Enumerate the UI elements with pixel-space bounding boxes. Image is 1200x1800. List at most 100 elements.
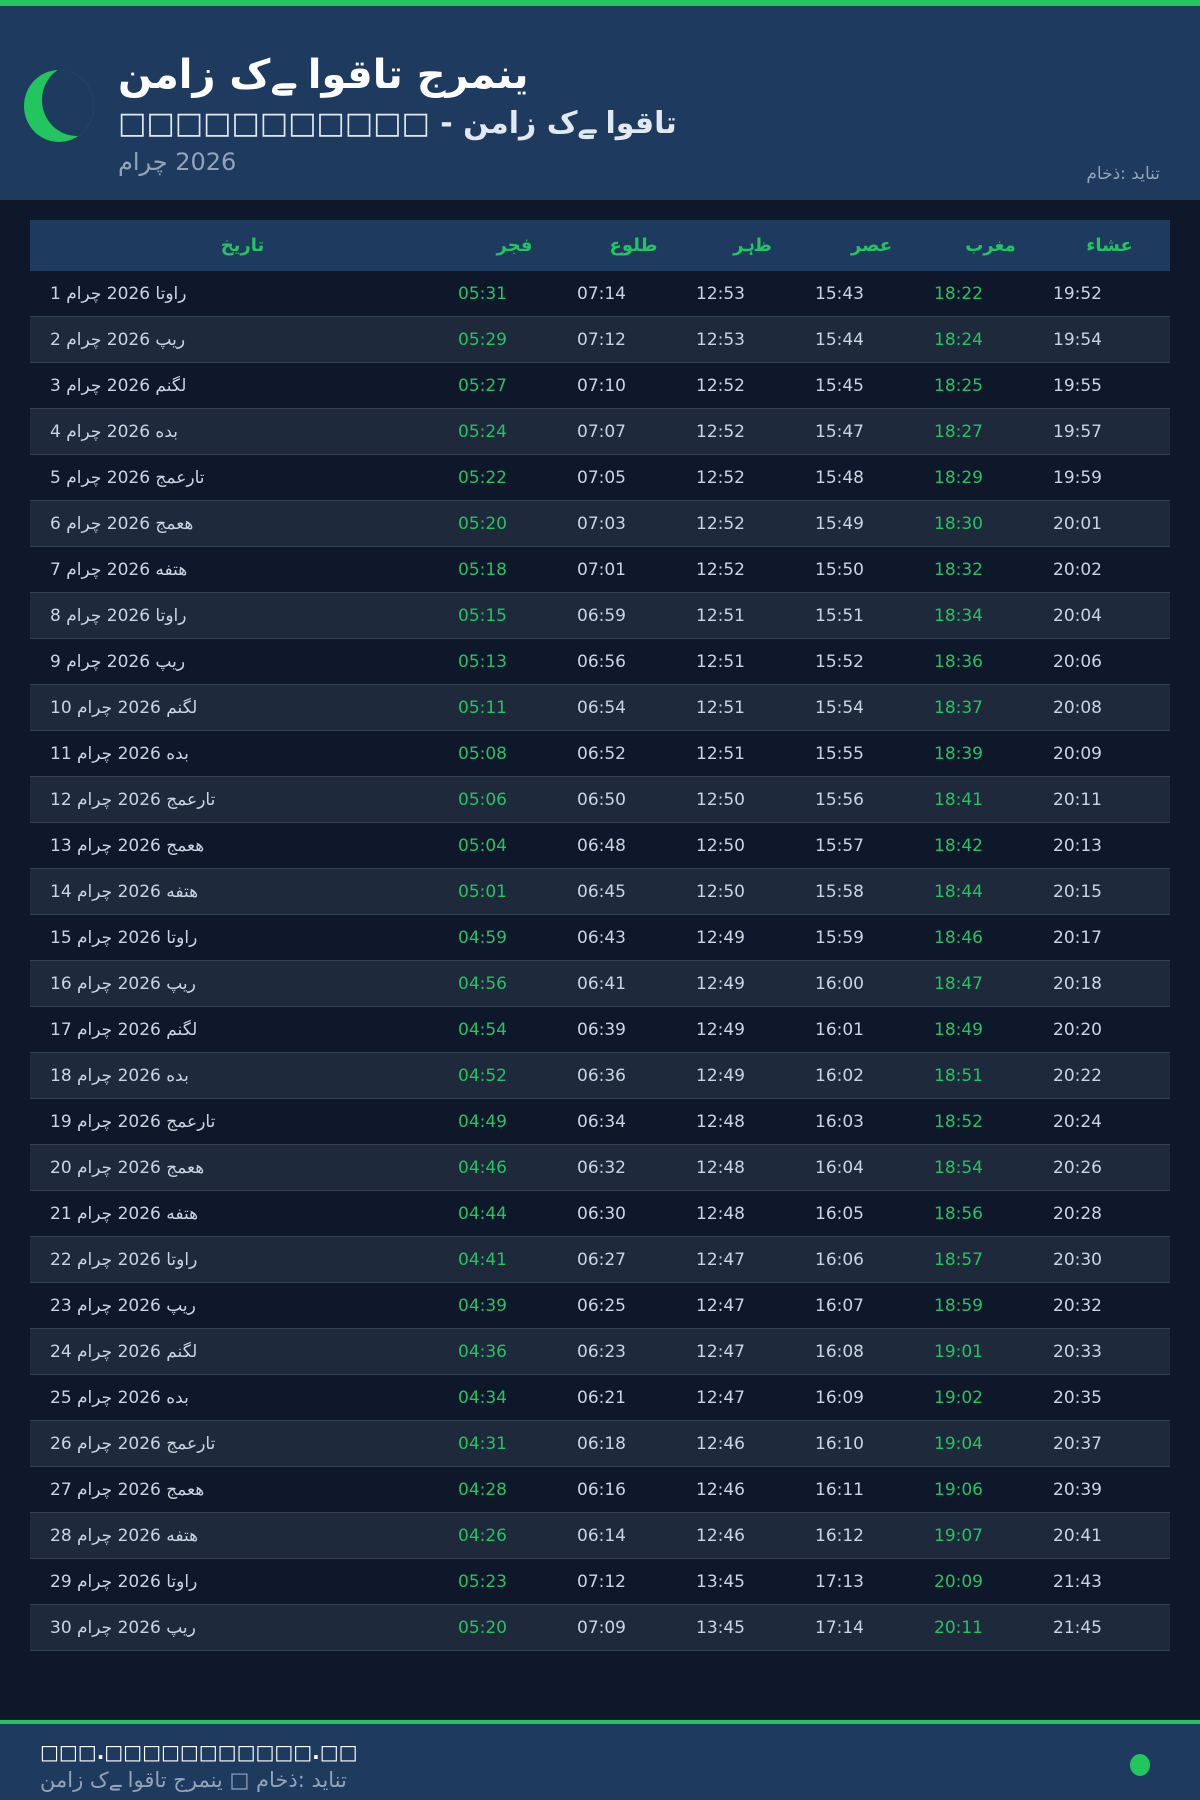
cell-dhuhr: 12:52 <box>696 421 745 442</box>
page-subtitle: □□□□□□□□□□□ - نماز کے اوقات <box>118 106 677 141</box>
cell-maghrib: 18:29 <box>934 467 983 488</box>
cell-isha: 19:54 <box>1053 329 1102 350</box>
cell-fajr: 04:36 <box>458 1341 507 1362</box>
table-row: 6 مارچ 2026 جمعه 05:20 07:03 12:52 15:49 18:3… <box>30 501 1170 547</box>
cell-dhuhr: 12:46 <box>696 1479 745 1500</box>
cell-asr: 15:50 <box>815 559 864 580</box>
cell-fajr: 04:39 <box>458 1295 507 1316</box>
cell-fajr: 05:15 <box>458 605 507 626</box>
table-row: 25 مارچ 2026 هدب 04:34 06:21 12:47 16:09 19:0… <box>30 1375 1170 1421</box>
table-header: خیرات رجف عولط رہظ رصع برغم ءاشع <box>30 220 1170 271</box>
page-footer: □□□.□□□□□□□□□□□.□□ نماز کے اوقات جرمنی □… <box>0 1724 1200 1800</box>
cell-date: 5 مارچ 2026 جمعرات <box>50 467 205 488</box>
cell-maghrib: 18:41 <box>934 789 983 810</box>
table-row: 26 مارچ 2026 جمعرات 04:31 06:18 12:46 16:10 1… <box>30 1421 1170 1467</box>
table-row: 17 مارچ 2026 منگل 04:54 06:39 12:49 16:01 18:… <box>30 1007 1170 1053</box>
cell-sunrise: 06:16 <box>577 1479 626 1500</box>
cell-sunrise: 06:48 <box>577 835 626 856</box>
cell-asr: 16:04 <box>815 1157 864 1178</box>
source-label: ماخذ: دیانت <box>1086 164 1160 184</box>
cell-date: 21 مارچ 2026 هفته <box>50 1203 199 1224</box>
cell-asr: 16:11 <box>815 1479 864 1500</box>
month-label: مارچ 2026 <box>118 148 237 176</box>
table-body: 1 مارچ 2026 اتوار 05:31 07:14 12:53 15:43 18:… <box>30 271 1170 1651</box>
cell-asr: 15:48 <box>815 467 864 488</box>
cell-isha: 20:33 <box>1053 1341 1102 1362</box>
cell-fajr: 05:08 <box>458 743 507 764</box>
cell-sunrise: 07:03 <box>577 513 626 534</box>
cell-maghrib: 18:47 <box>934 973 983 994</box>
table-row: 16 مارچ 2026 پیر 04:56 06:41 12:49 16:00 18:4… <box>30 961 1170 1007</box>
cell-asr: 16:03 <box>815 1111 864 1132</box>
table-row: 3 مارچ 2026 منگل 05:27 07:10 12:52 15:45 18:2… <box>30 363 1170 409</box>
cell-isha: 20:24 <box>1053 1111 1102 1132</box>
cell-dhuhr: 12:47 <box>696 1387 745 1408</box>
cell-dhuhr: 12:47 <box>696 1249 745 1270</box>
cell-asr: 15:58 <box>815 881 864 902</box>
cell-dhuhr: 12:50 <box>696 881 745 902</box>
table-row: 21 مارچ 2026 هفته 04:44 06:30 12:48 16:05 18:… <box>30 1191 1170 1237</box>
cell-sunrise: 07:01 <box>577 559 626 580</box>
cell-fajr: 05:22 <box>458 467 507 488</box>
prayer-times-table: خیرات رجف عولط رہظ رصع برغم ءاشع 1 مارچ … <box>30 220 1170 1651</box>
cell-sunrise: 06:32 <box>577 1157 626 1178</box>
cell-dhuhr: 12:51 <box>696 605 745 626</box>
table-row: 7 مارچ 2026 هفته 05:18 07:01 12:52 15:50 18:3… <box>30 547 1170 593</box>
cell-asr: 16:08 <box>815 1341 864 1362</box>
cell-dhuhr: 12:48 <box>696 1111 745 1132</box>
cell-maghrib: 18:37 <box>934 697 983 718</box>
cell-isha: 20:02 <box>1053 559 1102 580</box>
column-header-dhuhr: رہظ <box>733 235 772 256</box>
cell-fajr: 05:18 <box>458 559 507 580</box>
cell-isha: 20:32 <box>1053 1295 1102 1316</box>
cell-isha: 20:26 <box>1053 1157 1102 1178</box>
cell-asr: 16:12 <box>815 1525 864 1546</box>
cell-maghrib: 19:06 <box>934 1479 983 1500</box>
cell-fajr: 04:28 <box>458 1479 507 1500</box>
cell-isha: 20:20 <box>1053 1019 1102 1040</box>
cell-fajr: 04:31 <box>458 1433 507 1454</box>
cell-maghrib: 18:30 <box>934 513 983 534</box>
table-row: 12 مارچ 2026 جمعرات 05:06 06:50 12:50 15:56 1… <box>30 777 1170 823</box>
cell-dhuhr: 12:49 <box>696 927 745 948</box>
cell-dhuhr: 12:49 <box>696 973 745 994</box>
cell-asr: 17:14 <box>815 1617 864 1638</box>
cell-date: 9 مارچ 2026 پیر <box>50 651 186 672</box>
cell-maghrib: 18:22 <box>934 283 983 304</box>
cell-isha: 20:06 <box>1053 651 1102 672</box>
footer-site: □□□.□□□□□□□□□□□.□□ <box>40 1740 358 1764</box>
cell-sunrise: 06:27 <box>577 1249 626 1270</box>
table-row: 5 مارچ 2026 جمعرات 05:22 07:05 12:52 15:48 18… <box>30 455 1170 501</box>
cell-date: 6 مارچ 2026 جمعه <box>50 513 194 534</box>
cell-fajr: 04:44 <box>458 1203 507 1224</box>
column-header-isha: ءاشع <box>1086 235 1133 256</box>
cell-dhuhr: 13:45 <box>696 1617 745 1638</box>
cell-isha: 20:18 <box>1053 973 1102 994</box>
cell-isha: 20:37 <box>1053 1433 1102 1454</box>
cell-maghrib: 18:51 <box>934 1065 983 1086</box>
cell-fajr: 04:34 <box>458 1387 507 1408</box>
cell-date: 27 مارچ 2026 جمعه <box>50 1479 205 1500</box>
cell-fajr: 04:41 <box>458 1249 507 1270</box>
table-row: 28 مارچ 2026 هفته 04:26 06:14 12:46 16:12 19:… <box>30 1513 1170 1559</box>
cell-maghrib: 18:59 <box>934 1295 983 1316</box>
table-row: 23 مارچ 2026 پیر 04:39 06:25 12:47 16:07 18:5… <box>30 1283 1170 1329</box>
cell-maghrib: 18:44 <box>934 881 983 902</box>
cell-date: 17 مارچ 2026 منگل <box>50 1019 198 1040</box>
table-row: 2 مارچ 2026 پیر 05:29 07:12 12:53 15:44 18:24… <box>30 317 1170 363</box>
cell-maghrib: 18:49 <box>934 1019 983 1040</box>
cell-sunrise: 07:09 <box>577 1617 626 1638</box>
status-dot-icon <box>1130 1754 1150 1776</box>
table-row: 4 مارچ 2026 هدب 05:24 07:07 12:52 15:47 18:27… <box>30 409 1170 455</box>
cell-isha: 20:41 <box>1053 1525 1102 1546</box>
column-header-sunrise: عولط <box>609 235 658 256</box>
crescent-moon-icon <box>24 70 94 142</box>
cell-dhuhr: 12:53 <box>696 283 745 304</box>
top-accent-bar <box>0 0 1200 6</box>
cell-isha: 20:09 <box>1053 743 1102 764</box>
cell-fajr: 04:56 <box>458 973 507 994</box>
cell-sunrise: 06:18 <box>577 1433 626 1454</box>
cell-maghrib: 19:02 <box>934 1387 983 1408</box>
cell-sunrise: 07:14 <box>577 283 626 304</box>
cell-maghrib: 19:07 <box>934 1525 983 1546</box>
